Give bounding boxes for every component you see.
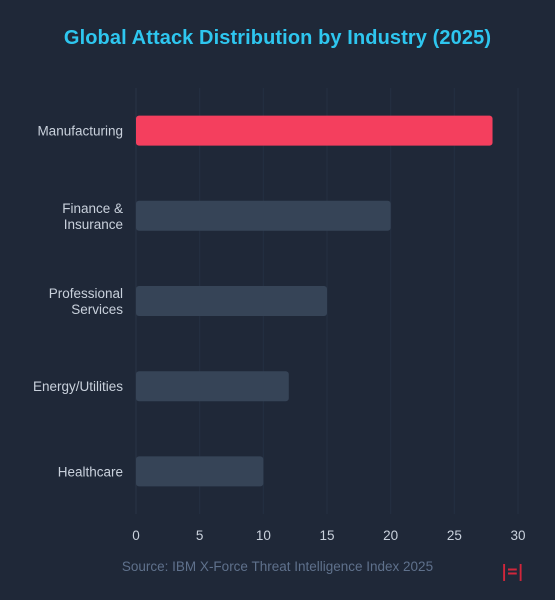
chart-title: Global Attack Distribution by Industry (… — [63, 27, 492, 49]
source-note: Source: IBM X-Force Threat Intelligence … — [121, 559, 434, 574]
bar-2 — [136, 286, 327, 316]
brand-logo: |=| — [499, 562, 526, 582]
category-label: Healthcare — [58, 464, 123, 479]
x-tick-label: 10 — [256, 528, 271, 543]
x-tick-label: 30 — [510, 528, 525, 543]
bar-3 — [136, 371, 289, 402]
category-label: Energy/Utilities — [33, 379, 123, 394]
x-tick-label: 5 — [196, 528, 204, 543]
category-label: Professional Services — [49, 286, 124, 317]
category-label: Finance & Insurance — [62, 201, 123, 232]
bar-4 — [136, 456, 264, 487]
bar-0 — [136, 115, 493, 146]
x-tick-label: 20 — [383, 528, 398, 543]
x-tick-label: 25 — [447, 528, 462, 543]
category-label: Manufacturing — [37, 124, 123, 139]
bar-1 — [136, 200, 391, 231]
x-tick-label: 0 — [132, 528, 140, 543]
x-tick-label: 15 — [319, 528, 334, 543]
